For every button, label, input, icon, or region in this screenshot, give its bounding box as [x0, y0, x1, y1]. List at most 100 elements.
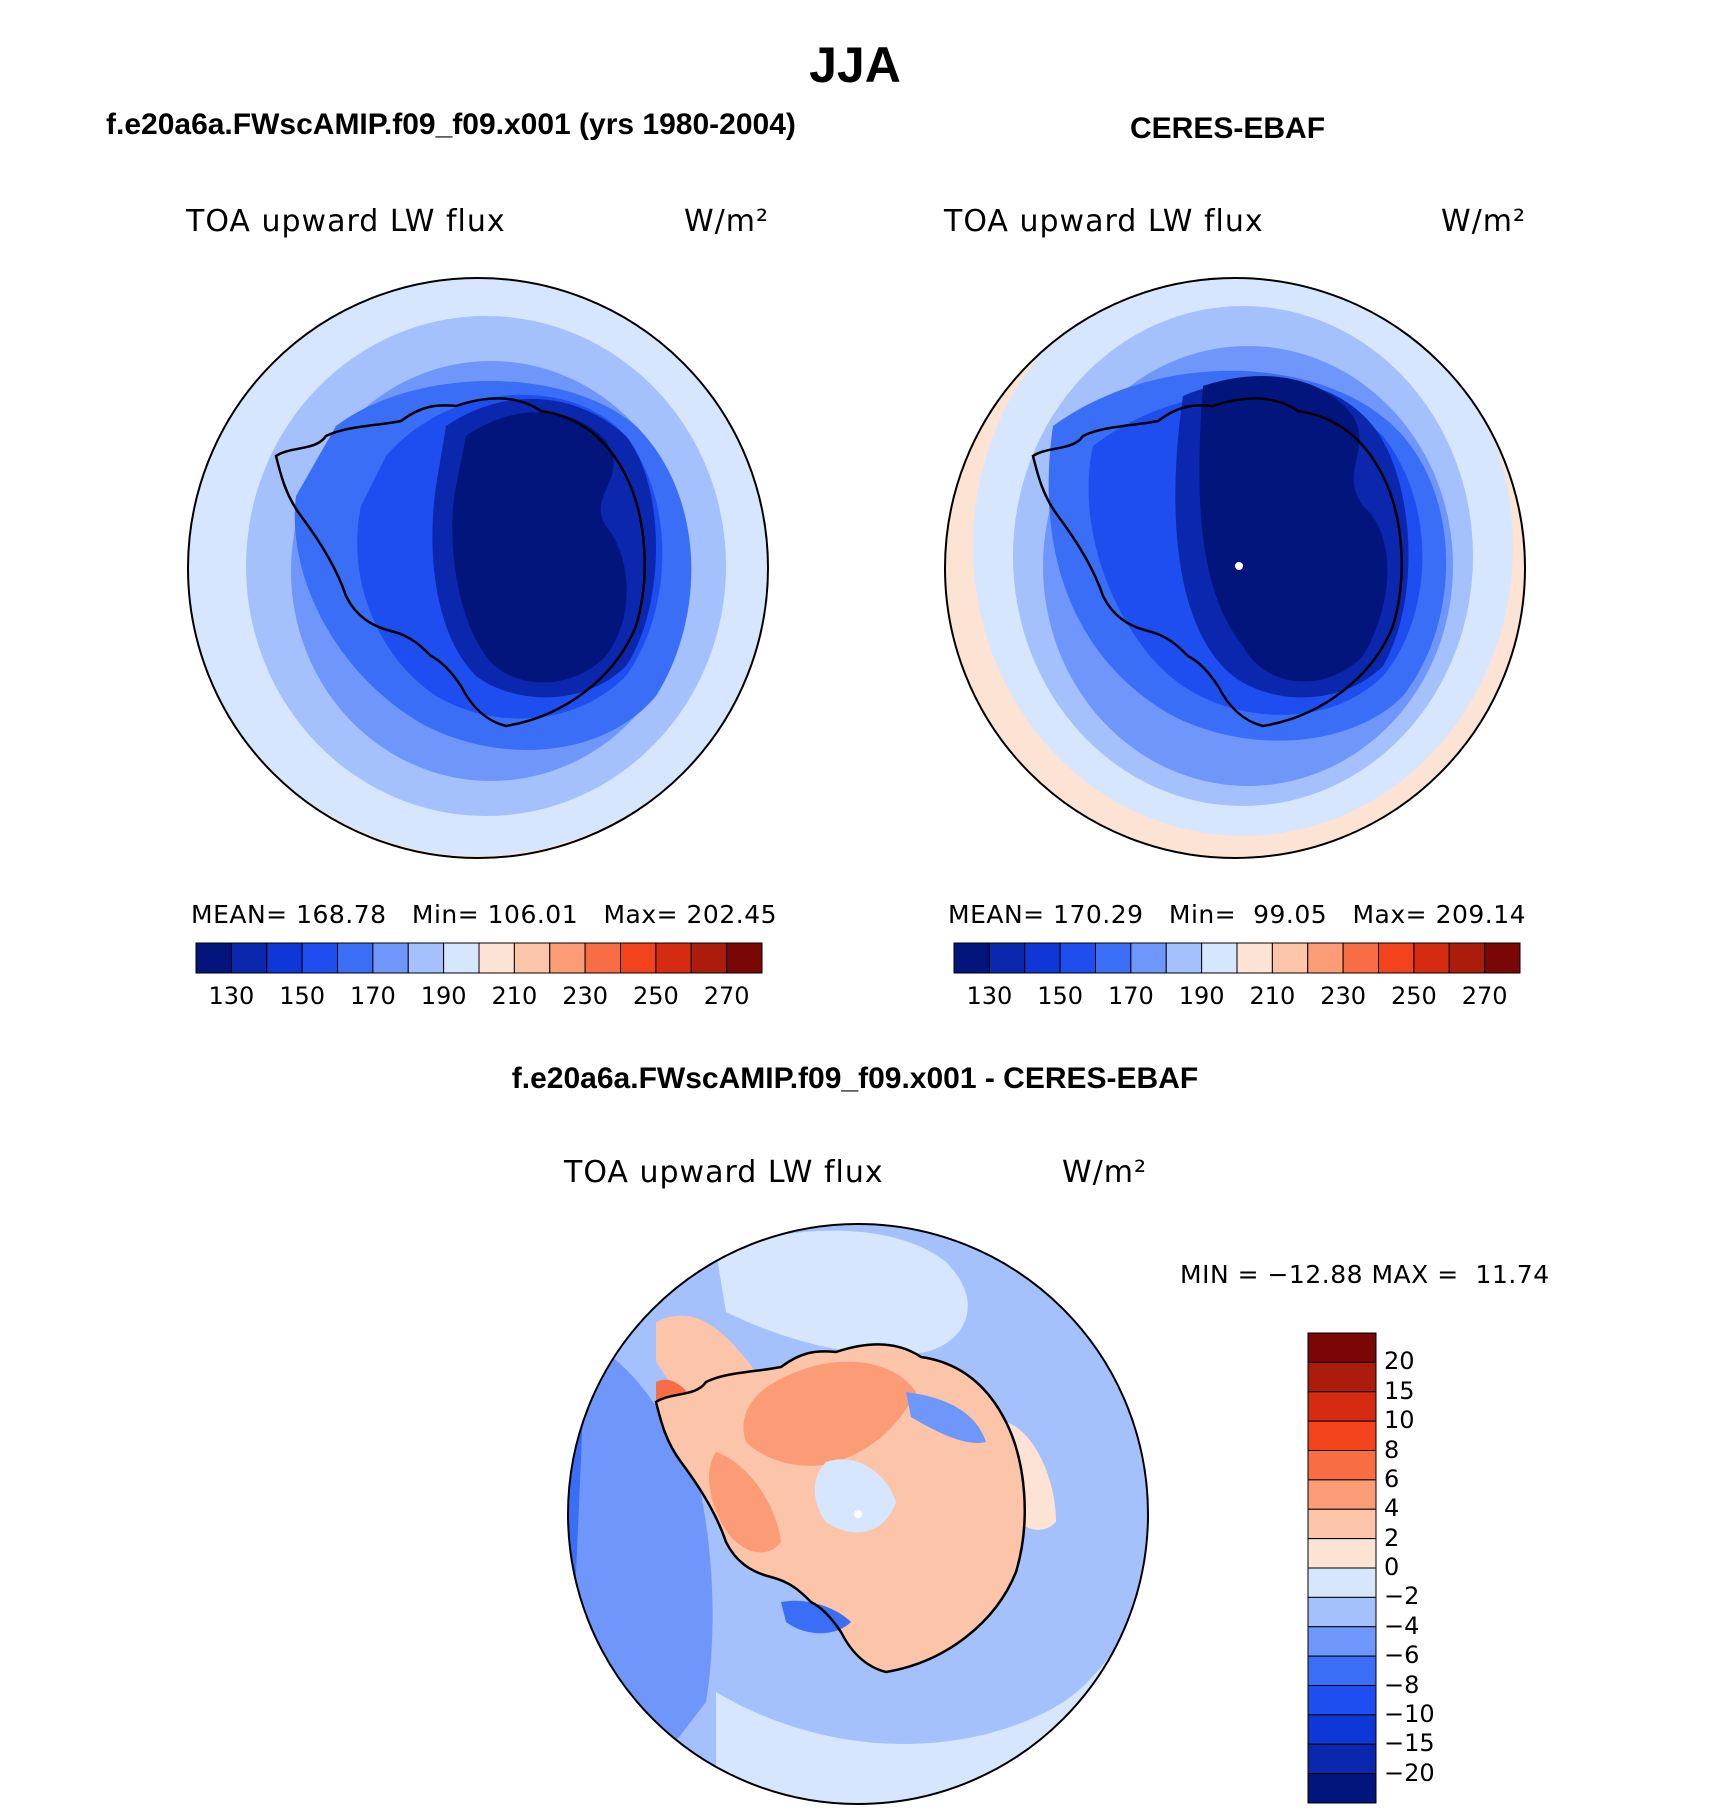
- model-stats: MEAN= 168.78 Min= 106.01 Max= 202.45: [191, 900, 778, 929]
- colorbar-tick-label: 130: [208, 982, 255, 1010]
- model-units-label: W/m²: [684, 204, 770, 239]
- colorbar-tick-label: 190: [420, 982, 467, 1010]
- colorbar-tick-label: 230: [1320, 982, 1367, 1010]
- difference-coastline: [654, 1343, 1026, 1674]
- colorbar-swatch: [1165, 942, 1203, 974]
- colorbar-swatch: [1307, 1361, 1377, 1393]
- colorbar-tick-label: 190: [1178, 982, 1225, 1010]
- colorbar-swatch: [513, 942, 551, 974]
- obs-band-130: [1199, 376, 1388, 682]
- colorbar-swatch: [1201, 942, 1238, 974]
- colorbar-tick-label: 10: [1384, 1406, 1415, 1435]
- colorbar-swatch: [584, 942, 621, 974]
- model-variable-label: TOA upward LW flux: [186, 204, 506, 239]
- colorbar-tick-label: 0: [1384, 1553, 1400, 1581]
- colorbar-tick-label: 6: [1384, 1464, 1400, 1493]
- model-colorbar: [195, 942, 763, 974]
- colorbar-swatch: [1413, 942, 1450, 974]
- model-band-130: [452, 412, 627, 683]
- colorbar-swatch: [1307, 1391, 1377, 1422]
- colorbar-swatch: [1307, 1773, 1377, 1804]
- colorbar-swatch: [266, 942, 303, 974]
- colorbar-swatch: [195, 942, 232, 974]
- obs-coastline: [1031, 397, 1403, 728]
- obs-south-pole-marker: [1235, 562, 1243, 570]
- difference-region-north-slight-negative: [716, 1230, 968, 1355]
- difference-colorbar-ticks: 20 15 10 8 6 4 2 0 −2 −4 −6 −8 −10 −15 −20: [1384, 1333, 1484, 1803]
- colorbar-swatch: [1307, 1332, 1377, 1363]
- colorbar-tick-label: −2: [1384, 1582, 1420, 1611]
- colorbar-swatch: [301, 942, 338, 974]
- colorbar-tick-label: 230: [562, 982, 609, 1010]
- colorbar-tick-label: 270: [703, 982, 750, 1010]
- difference-region-continent-strong-warm: [743, 1361, 916, 1466]
- colorbar-swatch: [1307, 1420, 1377, 1451]
- colorbar-swatch: [1095, 942, 1132, 974]
- colorbar-swatch: [1024, 942, 1061, 974]
- colorbar-tick-label: 15: [1384, 1376, 1415, 1405]
- colorbar-tick-label: 170: [1107, 982, 1154, 1010]
- colorbar-swatch: [1307, 1714, 1377, 1745]
- colorbar-swatch: [655, 942, 692, 974]
- model-panel-heading: f.e20a6a.FWscAMIP.f09_f09.x001 (yrs 1980…: [106, 108, 796, 141]
- difference-minmax: MIN = −12.88 MAX = 11.74: [1180, 1260, 1550, 1289]
- difference-colorbar: [1307, 1332, 1377, 1804]
- model-colorbar-ticks: 130 150 170 190 210 230 250 270: [196, 982, 762, 1012]
- obs-stats: MEAN= 170.29 Min= 99.05 Max= 209.14: [948, 900, 1527, 929]
- colorbar-tick-label: 210: [491, 982, 538, 1010]
- colorbar-tick-label: 130: [966, 982, 1013, 1010]
- colorbar-swatch: [953, 942, 990, 974]
- colorbar-swatch: [1307, 1685, 1377, 1716]
- colorbar-tick-label: 20: [1384, 1347, 1415, 1376]
- colorbar-swatch: [1342, 942, 1379, 974]
- colorbar-swatch: [1484, 942, 1521, 974]
- main-title: JJA: [809, 37, 901, 93]
- obs-units-label: W/m²: [1441, 204, 1527, 239]
- colorbar-tick-label: −20: [1384, 1758, 1435, 1787]
- colorbar-swatch: [1130, 942, 1167, 974]
- colorbar-swatch: [1307, 942, 1344, 974]
- colorbar-swatch: [1307, 1655, 1377, 1686]
- colorbar-tick-label: 210: [1249, 982, 1296, 1010]
- colorbar-tick-label: 250: [1390, 982, 1437, 1010]
- colorbar-swatch: [1307, 1538, 1377, 1569]
- colorbar-swatch: [1307, 1450, 1377, 1481]
- difference-variable-label: TOA upward LW flux: [564, 1155, 884, 1190]
- colorbar-swatch: [690, 942, 728, 974]
- colorbar-swatch: [230, 942, 268, 974]
- obs-variable-label: TOA upward LW flux: [944, 204, 1264, 239]
- colorbar-swatch: [1307, 1743, 1377, 1775]
- obs-panel-heading: CERES-EBAF: [1130, 112, 1326, 145]
- difference-region-west-continent-warm: [709, 1452, 781, 1553]
- obs-colorbar-ticks: 130 150 170 190 210 230 250 270: [954, 982, 1520, 1012]
- colorbar-tick-label: 2: [1384, 1523, 1400, 1552]
- model-polar-map: [187, 277, 769, 859]
- difference-region-center-slight-negative: [814, 1459, 896, 1533]
- colorbar-swatch: [549, 942, 586, 974]
- colorbar-swatch: [1378, 942, 1415, 974]
- difference-region-east-continent-negative: [906, 1392, 986, 1443]
- colorbar-swatch: [337, 942, 374, 974]
- colorbar-swatch: [620, 942, 657, 974]
- obs-polar-map: [944, 277, 1526, 859]
- obs-colorbar: [953, 942, 1521, 974]
- colorbar-swatch: [1307, 1479, 1377, 1510]
- difference-polar-map: [567, 1223, 1149, 1805]
- colorbar-swatch: [726, 942, 763, 974]
- colorbar-swatch: [1448, 942, 1486, 974]
- difference-south-pole-marker: [854, 1510, 862, 1518]
- difference-heading: f.e20a6a.FWscAMIP.f09_f09.x001 - CERES-E…: [511, 1062, 1199, 1095]
- colorbar-tick-label: 150: [279, 982, 326, 1010]
- colorbar-swatch: [1307, 1596, 1377, 1628]
- colorbar-swatch: [1271, 942, 1309, 974]
- colorbar-swatch: [1307, 1626, 1377, 1657]
- colorbar-swatch: [1307, 1567, 1377, 1598]
- colorbar-tick-label: −15: [1384, 1729, 1435, 1758]
- colorbar-tick-label: −8: [1384, 1670, 1420, 1699]
- colorbar-tick-label: 4: [1384, 1494, 1400, 1523]
- colorbar-swatch: [1307, 1508, 1377, 1540]
- colorbar-swatch: [1236, 942, 1273, 974]
- difference-units-label: W/m²: [1062, 1155, 1148, 1190]
- colorbar-tick-label: 170: [349, 982, 396, 1010]
- colorbar-tick-label: 250: [632, 982, 679, 1010]
